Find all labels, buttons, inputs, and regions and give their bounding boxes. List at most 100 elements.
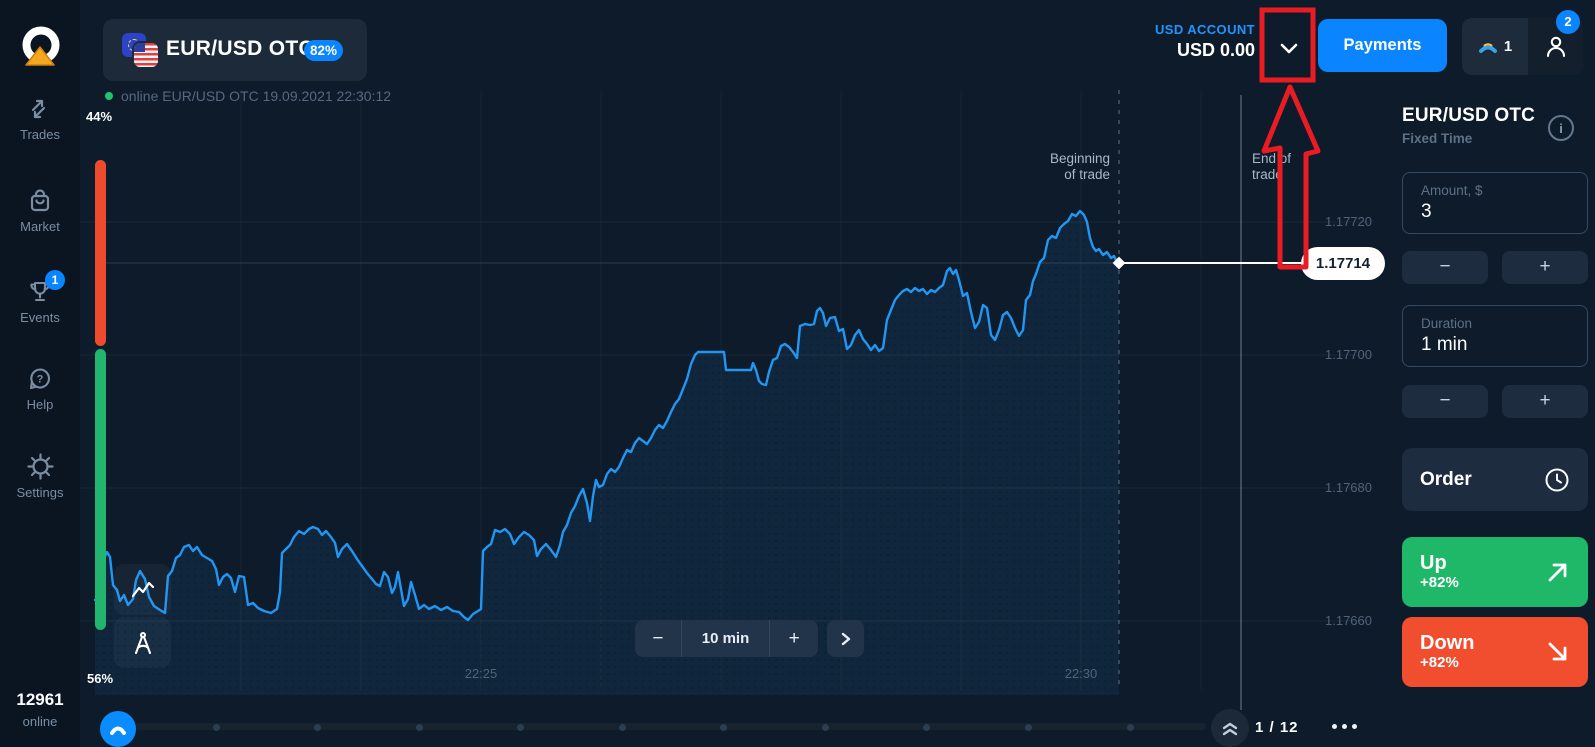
timeline-dot xyxy=(923,724,930,731)
up-label: Up xyxy=(1420,552,1447,574)
order-label: Order xyxy=(1420,468,1472,490)
sidebar-item-label: Market xyxy=(20,219,60,234)
sentiment-up-percent: 56% xyxy=(87,671,114,686)
duration-increase-button[interactable]: + xyxy=(1502,385,1588,418)
timeline-dot xyxy=(416,724,423,731)
jump-to-latest-button[interactable] xyxy=(1211,709,1249,747)
up-trade-button[interactable]: Up +82% xyxy=(1402,537,1588,607)
duration-decrease-button[interactable]: − xyxy=(1402,385,1488,418)
down-trade-button[interactable]: Down +82% xyxy=(1402,617,1588,687)
asset-pair-name: EUR/USD OTC xyxy=(166,37,314,60)
sidebar-item-label: Help xyxy=(26,397,54,412)
price-area-fill xyxy=(95,211,1119,695)
chat-mascot-icon xyxy=(110,726,126,735)
gear-icon xyxy=(26,453,54,480)
online-status-dot xyxy=(105,92,113,100)
timeline-dot xyxy=(517,724,524,731)
y-axis-tick: 1.17700 xyxy=(1325,347,1372,362)
sidebar-item-help[interactable]: ? Help xyxy=(0,366,80,412)
divider xyxy=(680,620,682,657)
amount-decrease-button[interactable]: − xyxy=(1402,251,1488,284)
sidebar-item-market[interactable]: Market xyxy=(0,188,80,234)
duration-label: Duration xyxy=(1421,316,1473,331)
asset-payout-badge: 82% xyxy=(304,40,344,61)
timeframe-control: − 10 min + xyxy=(635,620,818,657)
x-axis-tick: 22:25 xyxy=(464,666,498,681)
arrow-down-right-icon xyxy=(1548,642,1567,661)
up-payout: +82% xyxy=(1420,574,1459,591)
info-icon[interactable]: i xyxy=(1546,113,1576,143)
sidebar-item-label: Trades xyxy=(20,127,60,142)
timeframe-zoom-in-button[interactable]: + xyxy=(788,627,800,649)
y-axis-tick: 1.17660 xyxy=(1325,613,1372,628)
amount-input[interactable]: Amount, $ 3 xyxy=(1402,172,1588,234)
down-payout: +82% xyxy=(1420,654,1459,671)
amount-increase-button[interactable]: + xyxy=(1502,251,1588,284)
panel-trade-mode: Fixed Time xyxy=(1402,131,1473,146)
timeline-dot xyxy=(720,724,727,731)
order-button[interactable]: Order xyxy=(1402,448,1588,511)
sidebar-item-label: Events xyxy=(20,310,60,325)
chevron-right-icon xyxy=(841,632,850,645)
amount-label: Amount, $ xyxy=(1421,183,1483,198)
sidebar-item-trades[interactable]: Trades xyxy=(0,98,80,142)
timeframe-zoom-out-button[interactable]: − xyxy=(652,627,664,649)
chart-type-button[interactable] xyxy=(114,564,171,615)
online-count-label: online xyxy=(22,714,58,729)
account-type-label: USD ACCOUNT xyxy=(1155,22,1255,37)
profile-group: 1 xyxy=(1462,18,1583,75)
online-count: 12961 xyxy=(16,690,64,709)
drawing-tools-button[interactable] xyxy=(114,617,171,668)
sidebar-item-settings[interactable]: Settings xyxy=(0,453,80,500)
asset-selector[interactable]: EUR/USD OTC 82% xyxy=(103,19,367,81)
sidebar-item-events[interactable]: 1 Events xyxy=(0,270,80,325)
timeline-dot xyxy=(314,724,321,731)
panel-asset-title: EUR/USD OTC xyxy=(1402,105,1536,126)
arrow-up-right-icon xyxy=(1548,563,1567,582)
down-label: Down xyxy=(1420,632,1475,654)
compass-icon xyxy=(134,631,151,654)
double-chevron-up-icon xyxy=(1222,722,1238,736)
duration-value: 1 min xyxy=(1421,334,1468,355)
account-selector[interactable]: USD ACCOUNT USD 0.00 xyxy=(1085,22,1255,61)
timeline-dot xyxy=(619,724,626,731)
chart-page-indicator: 1 / 12 xyxy=(1255,719,1299,736)
sentiment-down-bar xyxy=(95,160,106,346)
quote-status-line: online EUR/USD OTC 19.09.2021 22:30:12 xyxy=(121,88,392,104)
amount-value: 3 xyxy=(1421,201,1432,222)
app-logo-icon xyxy=(22,26,60,66)
clock-icon xyxy=(1545,468,1569,491)
price-chart xyxy=(80,90,1370,710)
person-icon xyxy=(1546,36,1565,57)
support-chat-button[interactable] xyxy=(100,711,136,747)
duration-input[interactable]: Duration 1 min xyxy=(1402,305,1588,367)
trader-tier-icon xyxy=(1478,42,1497,53)
account-chevron-down-icon[interactable] xyxy=(1278,41,1300,56)
beginning-of-trade-label: Beginning of trade xyxy=(1049,151,1110,182)
svg-text:i: i xyxy=(1559,121,1563,136)
end-of-trade-label: End of trade xyxy=(1252,151,1292,182)
divider xyxy=(769,620,771,657)
sidebar: Trades Market 1 Eve xyxy=(0,0,80,747)
sidebar-item-label: Settings xyxy=(16,485,64,500)
market-icon xyxy=(30,189,50,212)
timeline-dot xyxy=(822,724,829,731)
scroll-forward-button[interactable] xyxy=(827,620,864,657)
more-options-icon[interactable] xyxy=(1332,724,1357,729)
x-axis-tick: 22:30 xyxy=(1064,666,1098,681)
account-balance: USD 0.00 xyxy=(1176,40,1255,60)
payments-button[interactable]: Payments xyxy=(1318,19,1447,72)
sentiment-down-percent: 44% xyxy=(86,109,113,124)
timeline-dot xyxy=(1127,724,1134,731)
timeframe-value: 10 min xyxy=(701,630,750,647)
trader-tier-value: 1 xyxy=(1503,38,1513,55)
trader-status-button[interactable]: 1 xyxy=(1462,18,1528,75)
svg-text:?: ? xyxy=(37,374,44,386)
price-line xyxy=(93,209,1121,622)
current-price-tag: 1.17714 xyxy=(1301,247,1385,280)
y-axis-tick: 1.17680 xyxy=(1325,480,1372,495)
timeline-dot xyxy=(1025,724,1032,731)
line-chart-icon xyxy=(131,581,154,597)
help-icon: ? xyxy=(29,368,50,390)
